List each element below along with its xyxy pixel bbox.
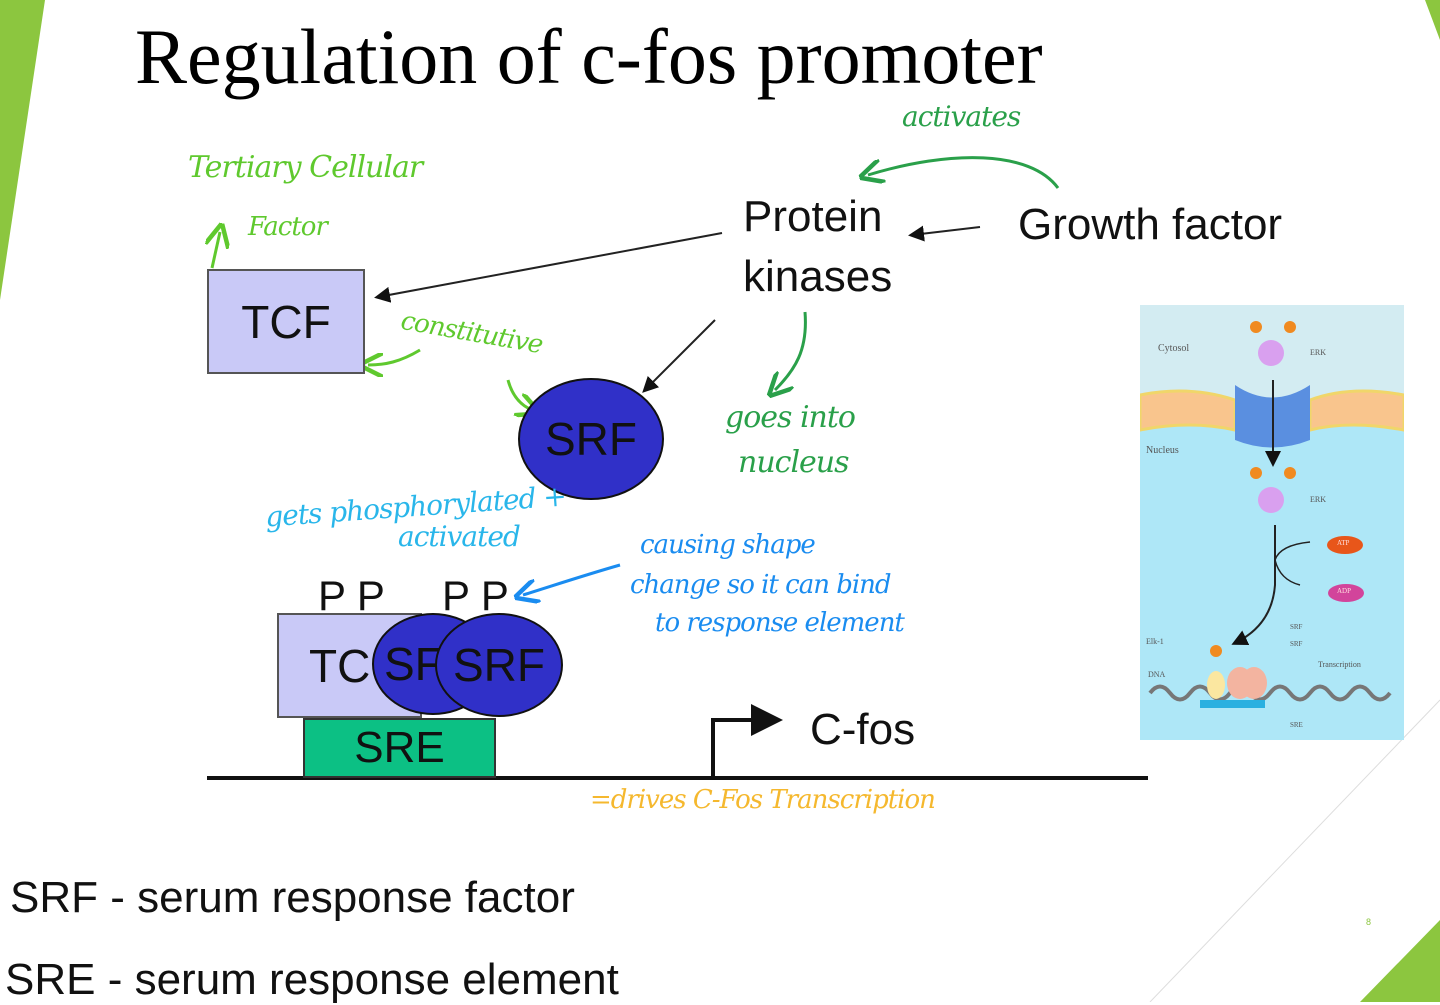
adp-label: ADP [1337,587,1352,595]
constitutive-tcf-arrow [368,348,421,365]
tcf-box: TCF [207,269,365,374]
tertiary-annotation: Tertiary Cellular [188,150,423,185]
growth-factor-label: Growth factor [1018,200,1283,249]
shape-annotation-3: to response element [655,608,905,638]
protein-kinases-label: Protein [743,192,883,241]
bound-srf-circle-2: SRF [435,613,563,717]
sre-box: SRE [303,718,496,778]
shape-annotation-1: causing shape [640,530,816,560]
left-accent-shape [0,0,45,300]
activated-annotation: activated [398,520,521,553]
shape-change-arrow [523,563,621,595]
tcf-up-arrow [212,232,220,269]
nucleus-annotation: nucleus [738,445,850,480]
phosphate-label-2: P P [442,572,509,619]
shape-annotation-2: change so it can bind [630,570,892,600]
atp-label: ATP [1337,539,1350,547]
nucleus-label: Nucleus [1146,445,1179,456]
factor-annotation: Factor [248,212,328,242]
sre-label: SRE [1290,721,1303,729]
srf-circle: SRF [518,378,664,500]
goes-into-nucleus-arrow [775,311,807,390]
srf-label-2: SRF [1290,640,1303,648]
cytosol-label: Cytosol [1158,343,1190,354]
erk-pathway-illustration [1140,321,1404,708]
slide-title: Regulation of c-fos promoter [135,13,1043,100]
phosphate-label-1: P P [318,572,385,619]
transcription-start-arrow [711,704,783,778]
legend-srf: SRF - serum response factor [10,873,575,922]
growth-factor-arrow [908,225,981,242]
page-number: 8 [1366,917,1372,927]
drives-annotation: =drives C-Fos Transcription [590,785,936,815]
protein-kinases-label-2: kinases [743,252,893,301]
cfos-label: C-fos [810,705,916,754]
activates-arrow [868,156,1060,189]
srf-label-1: SRF [1290,623,1303,631]
elk1-label: Elk-1 [1146,637,1164,646]
activates-annotation: activates [902,100,1021,133]
bottom-right-accent-shape [1360,920,1440,1002]
kinase-to-srf-arrow [642,319,716,393]
kinase-to-tcf-arrow [374,232,723,303]
erk-label-1: ERK [1310,348,1326,357]
dna-label: DNA [1148,670,1166,679]
erk-label-2: ERK [1310,495,1326,504]
legend-sre: SRE - serum response element [5,955,619,1004]
top-right-accent-shape [1425,0,1440,40]
goes-into-annotation: goes into [725,400,856,435]
erk-pathway-figure: Cytosol ERK Nucleus ERK ATP ADP Elk-1 SR… [1140,305,1404,740]
transcription-label: Transcription [1318,660,1361,669]
